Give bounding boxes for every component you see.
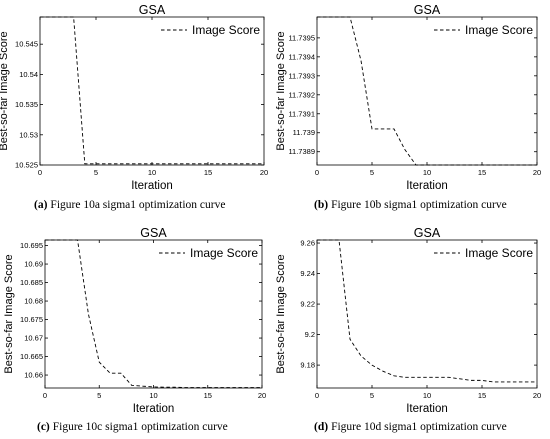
y-tick-label: 10.54 [19,70,38,79]
y-axis-label: Best-so-far Image Score [0,31,10,150]
y-tick-label: 10.545 [15,40,38,49]
chart-panel-4: GSA 0 5 10 15 20 9.18 9.2 9.22 9.24 9.26 Iteration B… [275,226,541,433]
y-tick-label: 10.685 [20,278,43,287]
x-tick-label: 15 [204,391,212,400]
chart-panel-3: GSA 0 5 10 15 20 10.66 10.665 10.67 10.675 10.68 10… [3,226,266,433]
x-axis-label: Iteration [406,180,448,192]
x-axis-label: Iteration [133,403,175,415]
plot-frame [316,16,538,166]
caption-label: (a) [34,199,48,211]
y-tick-label: 11.7395 [288,33,315,42]
x-tick-label: 20 [258,391,266,400]
caption-label: (b) [314,199,328,211]
x-tick-label: 10 [423,391,431,400]
x-tick-label: 5 [97,391,101,400]
y-tick-label: 10.695 [20,241,43,250]
chart-title: GSA [414,226,441,240]
plot-frame [39,16,265,166]
y-tick-label: 9.18 [300,361,315,370]
series-line-image-score [317,16,537,166]
figure-caption: (b) Figure 10b sigma1 optimization curve [314,199,507,211]
y-tick-label: 11.7394 [288,52,315,61]
x-tick-label: 10 [423,168,431,177]
figure-caption: (a) Figure 10a sigma1 optimization curve [34,199,225,211]
y-tick-label: 10.66 [24,371,43,380]
caption-label: (d) [314,421,328,433]
y-tick-label: 10.665 [20,352,43,361]
legend-entry: Image Score [190,246,258,260]
series-line-image-score [40,16,264,165]
caption-text: Figure 10a sigma1 optimization curve [50,199,225,211]
y-tick-label: 10.53 [19,130,38,139]
y-tick-label: 11.7391 [288,109,315,118]
y-tick-label: 10.69 [24,260,43,269]
y-tick-label: 11.7389 [288,147,315,156]
x-tick-label: 0 [315,391,319,400]
y-tick-label: 9.2 [305,330,315,339]
chart-title: GSA [140,226,167,240]
x-tick-label: 5 [94,168,98,177]
caption-text: Figure 10c sigma1 optimization curve [53,421,228,433]
y-axis-label: Best-so-far Image Score [3,254,15,373]
series-line-image-score [45,239,262,389]
y-tick-label: 10.68 [24,297,43,306]
x-tick-label: 5 [370,168,374,177]
chart-title: GSA [139,3,166,17]
x-axis-label: Iteration [406,403,448,415]
x-tick-label: 20 [260,168,268,177]
x-tick-label: 15 [478,391,486,400]
x-tick-label: 20 [533,391,541,400]
series-line-image-score [317,239,537,383]
y-tick-label: 11.7393 [288,71,315,80]
chart-panel-1: GSA 0 5 10 15 20 10.525 10.53 10.535 10.54 10.545 I… [0,3,268,211]
plot-frame [44,239,263,389]
legend-entry: Image Score [192,23,260,37]
y-tick-label: 9.26 [300,239,315,248]
x-tick-label: 10 [148,168,156,177]
caption-text: Figure 10d sigma1 optimization curve [331,421,507,433]
x-tick-label: 0 [315,168,319,177]
y-axis-label: Best-so-far Image Score [275,31,287,150]
chart-panel-2: GSA 0 5 10 15 20 11.7389 11.739 11.7391 11.7392 11… [275,3,541,211]
y-tick-label: 11.7392 [288,90,315,99]
y-tick-label: 10.525 [15,161,38,170]
x-tick-label: 20 [533,168,541,177]
x-tick-label: 0 [43,391,47,400]
x-axis-label: Iteration [131,180,173,192]
x-tick-label: 0 [38,168,42,177]
y-tick-label: 10.675 [20,315,43,324]
y-tick-label: 9.24 [300,269,315,278]
figure-caption: (c) Figure 10c sigma1 optimization curve [37,421,228,433]
legend-entry: Image Score [465,23,533,37]
y-tick-label: 9.22 [300,300,315,309]
figure-caption: (d) Figure 10d sigma1 optimization curve [314,421,507,433]
plot-frame [316,239,538,389]
y-tick-label: 10.67 [24,334,43,343]
y-tick-label: 11.739 [293,128,315,137]
x-tick-label: 15 [478,168,486,177]
x-tick-label: 10 [149,391,157,400]
y-axis-label: Best-so-far Image Score [275,254,287,373]
caption-text: Figure 10b sigma1 optimization curve [331,199,507,211]
chart-title: GSA [414,3,441,17]
y-tick-label: 10.535 [15,100,38,109]
caption-label: (c) [37,421,50,433]
x-tick-label: 5 [370,391,374,400]
x-tick-label: 15 [204,168,212,177]
legend-entry: Image Score [465,246,533,260]
